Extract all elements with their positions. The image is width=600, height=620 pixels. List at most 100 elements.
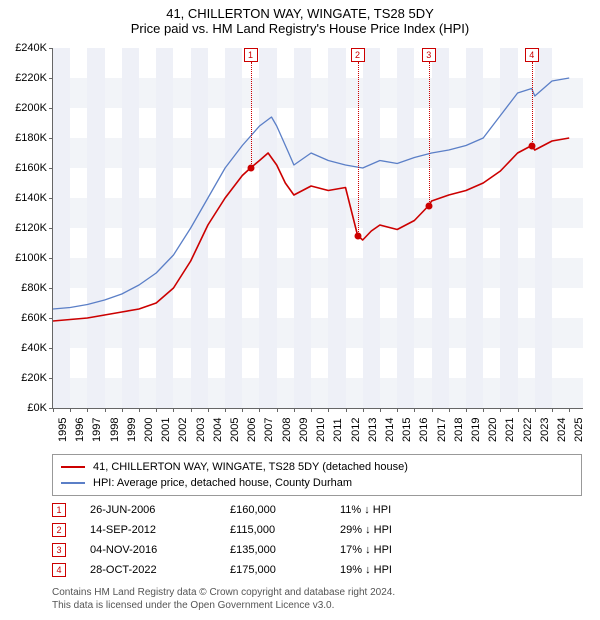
sales-row-marker: 4 [52,563,66,577]
y-axis-label: £140K [15,192,47,204]
sale-marker-box-1: 1 [244,48,258,62]
x-tick [311,408,312,412]
x-axis-label: 2017 [436,418,448,442]
series-svg [53,48,583,408]
x-tick [294,408,295,412]
title-line-1: 41, CHILLERTON WAY, WINGATE, TS28 5DY [0,6,600,21]
x-axis-label: 2013 [367,418,379,442]
x-tick [208,408,209,412]
x-axis-label: 2018 [453,418,465,442]
x-axis-label: 2003 [195,418,207,442]
sales-row-4: 4 28-OCT-2022£175,00019% ↓ HPI [52,560,440,580]
chart-titles: 41, CHILLERTON WAY, WINGATE, TS28 5DY Pr… [0,0,600,36]
y-axis-label: £220K [15,72,47,84]
legend-row-hpi: HPI: Average price, detached house, Coun… [61,475,573,491]
x-tick [87,408,88,412]
x-tick [122,408,123,412]
x-axis-label: 2019 [470,418,482,442]
footer: Contains HM Land Registry data © Crown c… [52,586,395,612]
y-axis-label: £180K [15,132,47,144]
x-tick [105,408,106,412]
sales-row-date: 28-OCT-2022 [90,564,230,576]
x-tick [328,408,329,412]
x-axis-label: 2015 [401,418,413,442]
x-axis-label: 2012 [350,418,362,442]
x-axis-label: 1997 [91,418,103,442]
x-axis-label: 1996 [74,418,86,442]
legend-swatch-hpi [61,482,85,484]
x-axis-label: 2006 [246,418,258,442]
x-tick [277,408,278,412]
x-tick [139,408,140,412]
sales-row-2: 214-SEP-2012£115,00029% ↓ HPI [52,520,440,540]
x-tick [173,408,174,412]
sales-row-1: 1 26-JUN-2006£160,00011% ↓ HPI [52,500,440,520]
chart-area: £0K£20K£40K£60K£80K£100K£120K£140K£160K£… [52,48,582,408]
sales-row-price: £175,000 [230,564,340,576]
x-tick [380,408,381,412]
x-tick [500,408,501,412]
x-axis-label: 2007 [263,418,275,442]
x-tick [346,408,347,412]
x-axis-label: 2023 [539,418,551,442]
x-tick [466,408,467,412]
y-axis-label: £0K [27,402,47,414]
legend-label-hpi: HPI: Average price, detached house, Coun… [93,477,352,489]
y-axis-label: £100K [15,252,47,264]
x-axis-label: 2024 [556,418,568,442]
x-axis-label: 2020 [487,418,499,442]
x-tick [70,408,71,412]
x-axis-label: 2025 [573,418,585,442]
plot-region: £0K£20K£40K£60K£80K£100K£120K£140K£160K£… [52,48,583,409]
x-axis-label: 2002 [177,418,189,442]
x-axis-label: 2011 [332,418,344,442]
x-axis-label: 2014 [384,418,396,442]
sales-row-diff: 29% ↓ HPI [340,524,440,536]
x-tick [569,408,570,412]
sale-marker-line-2 [358,62,359,236]
sales-row-price: £160,000 [230,504,340,516]
y-axis-label: £200K [15,102,47,114]
legend-label-property: 41, CHILLERTON WAY, WINGATE, TS28 5DY (d… [93,461,408,473]
x-tick [225,408,226,412]
sale-marker-dot-1 [247,165,254,172]
x-axis-label: 2021 [504,418,516,442]
sale-marker-line-3 [429,62,430,206]
sales-row-diff: 19% ↓ HPI [340,564,440,576]
sale-marker-line-1 [251,62,252,168]
series-property [53,138,569,321]
legend-swatch-property [61,466,85,468]
x-axis-label: 2016 [418,418,430,442]
sales-row-diff: 17% ↓ HPI [340,544,440,556]
y-axis-label: £240K [15,42,47,54]
y-axis-label: £80K [21,282,47,294]
footer-line-2: This data is licensed under the Open Gov… [52,599,395,612]
x-tick [397,408,398,412]
y-axis-label: £160K [15,162,47,174]
x-tick [191,408,192,412]
sale-marker-box-3: 3 [422,48,436,62]
y-axis-label: £120K [15,222,47,234]
x-axis-label: 2008 [281,418,293,442]
x-axis-label: 2001 [160,418,172,442]
x-axis-label: 2000 [143,418,155,442]
x-tick [53,408,54,412]
legend-row-property: 41, CHILLERTON WAY, WINGATE, TS28 5DY (d… [61,459,573,475]
x-axis-label: 2004 [212,418,224,442]
x-axis-label: 2010 [315,418,327,442]
sales-row-price: £135,000 [230,544,340,556]
sales-row-marker: 1 [52,503,66,517]
sales-row-date: 04-NOV-2016 [90,544,230,556]
sales-row-diff: 11% ↓ HPI [340,504,440,516]
x-axis-label: 1999 [126,418,138,442]
sale-marker-dot-2 [354,232,361,239]
sale-marker-dot-3 [425,202,432,209]
sales-row-date: 26-JUN-2006 [90,504,230,516]
x-axis-label: 2005 [229,418,241,442]
sales-table: 1 26-JUN-2006£160,00011% ↓ HPI 214-SEP-201… [52,500,440,580]
sales-row-price: £115,000 [230,524,340,536]
y-axis-label: £60K [21,312,47,324]
x-tick [535,408,536,412]
sale-marker-dot-4 [528,142,535,149]
x-tick [483,408,484,412]
